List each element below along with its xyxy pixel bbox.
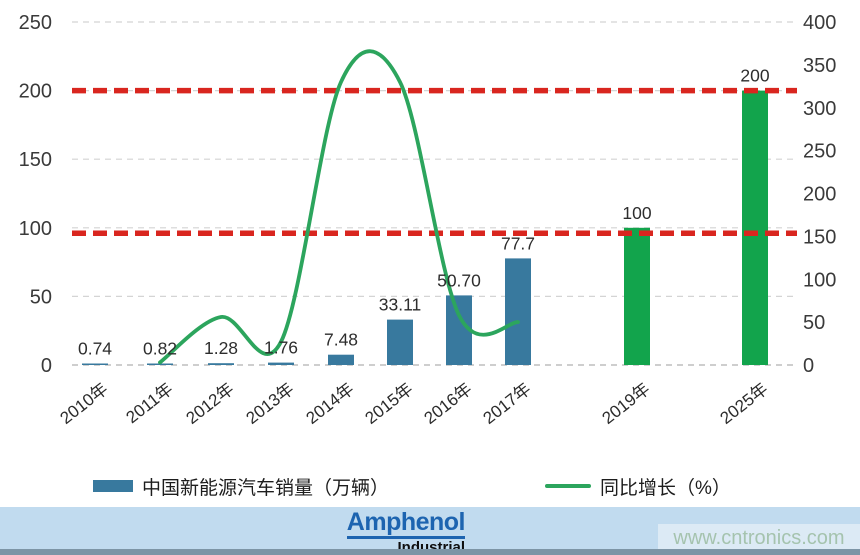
- bar-2010年: [82, 363, 108, 365]
- bar-value-label-2013年: 1.76: [264, 338, 298, 358]
- combo-chart: 0.74 0.82 1.28 1.76 7.48 33.11 50.70 77.7 100 200…: [19, 12, 837, 428]
- bar-value-label-2014年: 7.48: [324, 330, 358, 350]
- left-axis-tick-200: 200: [19, 81, 52, 103]
- bottom-strip: [0, 549, 860, 555]
- right-axis-tick-100: 100: [803, 269, 836, 291]
- bar-2019年: [624, 227, 650, 365]
- bar-value-label-2012年: 1.28: [204, 338, 238, 358]
- growth-series-label: 同比增长（%）: [600, 477, 731, 499]
- right-axis-tick-200: 200: [803, 184, 836, 206]
- x-axis-label-2025年: 2025年: [717, 379, 772, 428]
- x-axis-label-2019年: 2019年: [599, 379, 654, 428]
- left-axis-tick-100: 100: [19, 218, 52, 240]
- x-axis-label-2011年: 2011年: [123, 379, 177, 427]
- left-axis-tick-50: 50: [30, 286, 52, 308]
- right-axis-tick-250: 250: [803, 141, 836, 163]
- bar-2013年: [268, 362, 294, 365]
- x-axis-label-2012年: 2012年: [183, 379, 238, 428]
- bar-2012年: [208, 363, 234, 365]
- left-axis-tick-0: 0: [41, 355, 52, 377]
- bar-2014年: [328, 354, 354, 365]
- bar-2017年: [505, 258, 531, 365]
- bar-value-label-2017年: 77.7: [501, 233, 535, 253]
- right-axis-tick-150: 150: [803, 226, 836, 248]
- right-axis-tick-50: 50: [803, 312, 825, 334]
- bar-2015年: [387, 319, 413, 365]
- left-axis-tick-250: 250: [19, 12, 52, 34]
- x-axis-label-2014年: 2014年: [303, 379, 358, 428]
- right-axis-tick-400: 400: [803, 12, 836, 34]
- bar-value-label-2019年: 100: [622, 203, 651, 223]
- bar-value-label-2025年: 200: [740, 66, 769, 86]
- right-axis-tick-350: 350: [803, 55, 836, 77]
- cntronics-watermark: www.cntronics.com: [658, 524, 860, 552]
- bar-value-label-2015年: 33.11: [379, 295, 422, 315]
- bar-value-label-2011年: 0.82: [143, 339, 177, 359]
- x-axis-label-2016年: 2016年: [421, 379, 476, 428]
- bar-value-label-2010年: 0.74: [78, 339, 112, 359]
- legend-item-growth: 同比增长（%）: [545, 474, 731, 499]
- sales-series-swatch-icon: [93, 480, 133, 492]
- amphenol-wordmark: Amphenol: [346, 509, 466, 540]
- right-axis-tick-0: 0: [803, 355, 814, 377]
- left-axis-tick-150: 150: [19, 149, 52, 171]
- bar-value-label-2016年: 50.70: [437, 270, 481, 290]
- bar-2025年: [742, 90, 768, 365]
- x-axis-label-2017年: 2017年: [480, 379, 535, 428]
- sales-series-label: 中国新能源汽车销量（万辆）: [142, 477, 390, 499]
- legend-item-sales: 中国新能源汽车销量（万辆）: [93, 474, 390, 499]
- x-axis-label-2015年: 2015年: [362, 379, 417, 428]
- x-axis-label-2010年: 2010年: [57, 379, 112, 428]
- growth-series-swatch-icon: [545, 484, 591, 488]
- right-axis-tick-300: 300: [803, 98, 836, 120]
- growth-line: [158, 49, 520, 365]
- x-axis-label-2013年: 2013年: [243, 379, 298, 428]
